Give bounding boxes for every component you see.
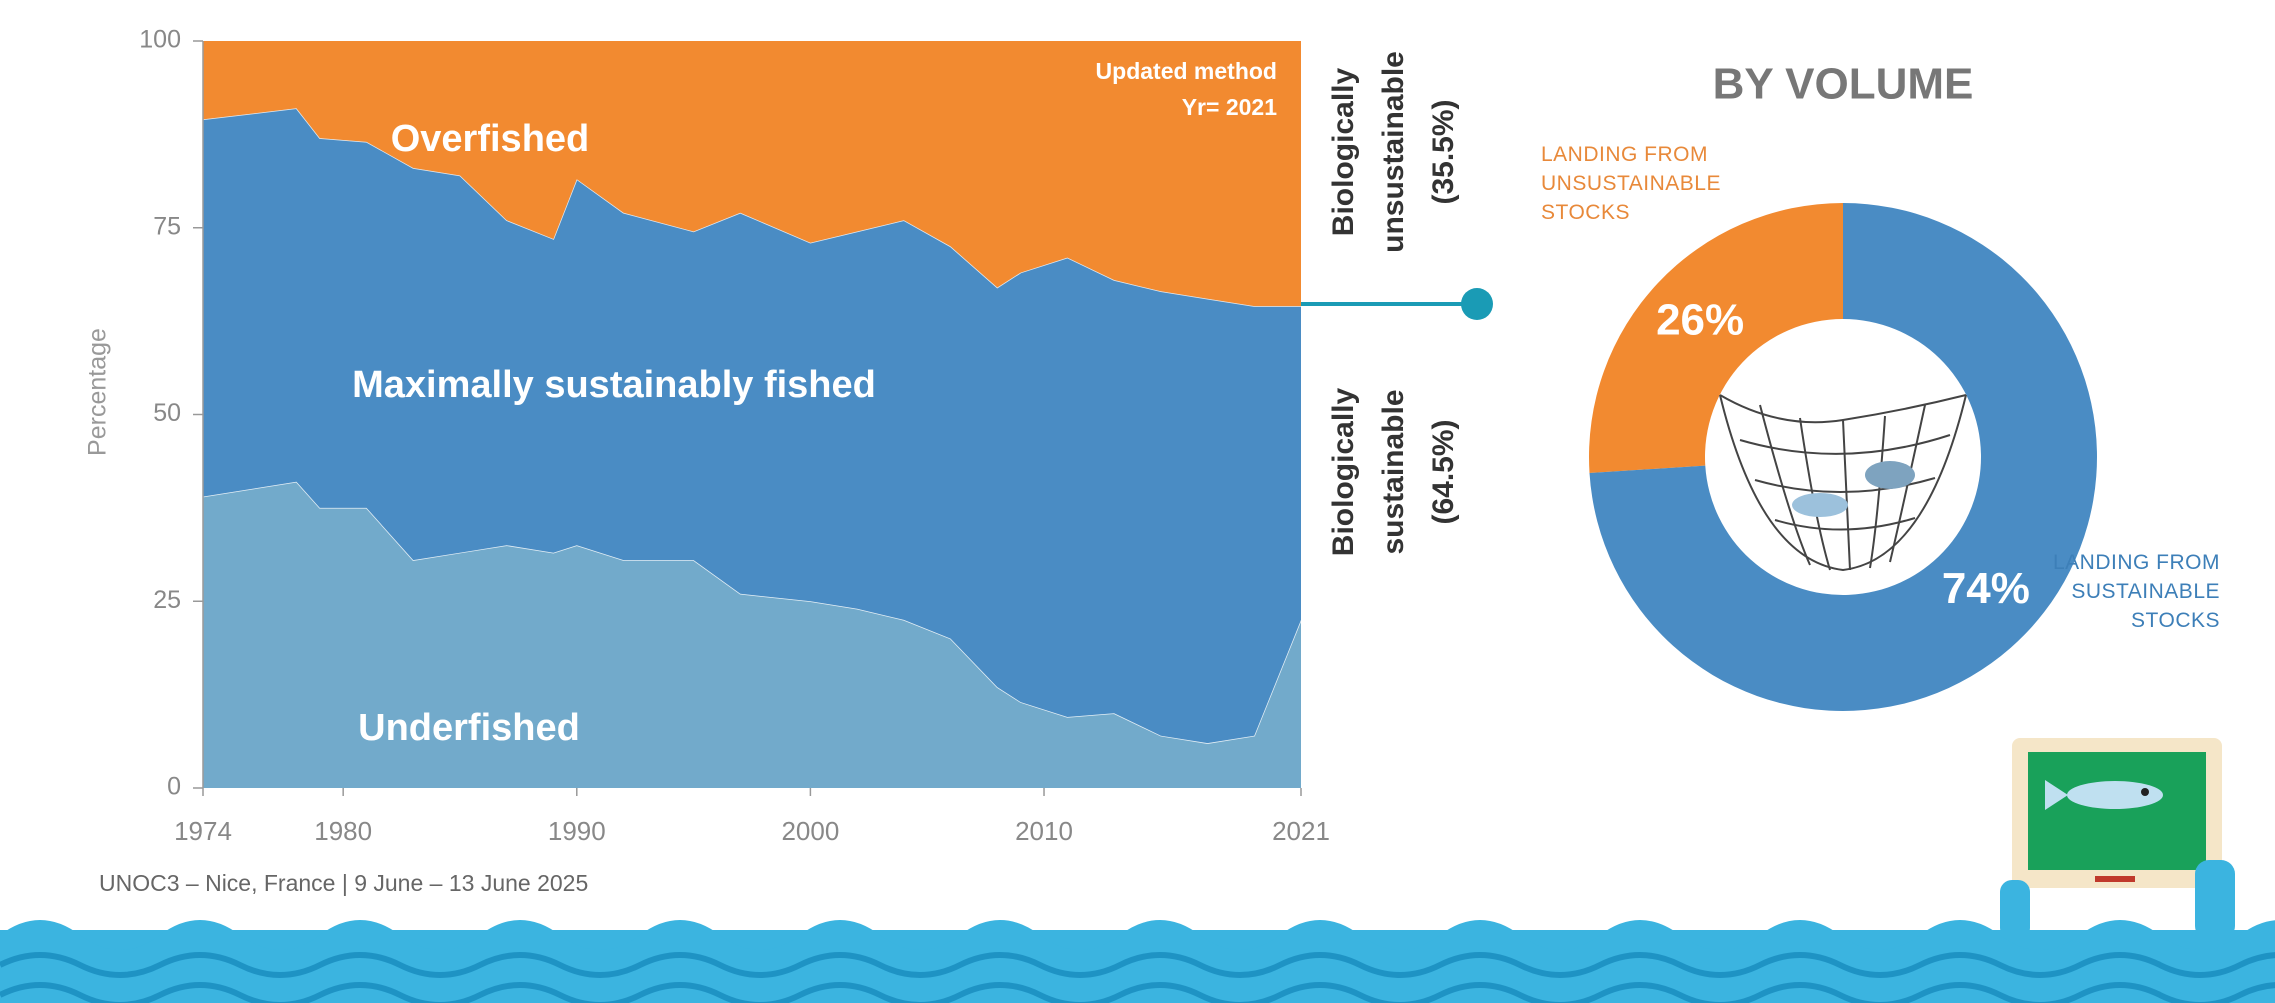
area-label: Overfished	[391, 118, 590, 160]
y-tick-label: 25	[153, 586, 181, 614]
label-line: sustainable	[1377, 389, 1410, 554]
donut-slice	[1589, 203, 2098, 712]
y-tick-label: 50	[153, 399, 181, 427]
label-line: (64.5%)	[1427, 419, 1460, 524]
area	[203, 481, 1301, 788]
donut-chart: 26% 74%	[1589, 203, 2098, 712]
net-icon	[1719, 394, 1967, 572]
annotation: Yr= 2021	[1182, 94, 1277, 120]
value-label: 26%	[1656, 295, 1744, 344]
unsustainable-label: Biologically unsustainable (35.5%)	[1327, 51, 1460, 253]
computer-icon	[2000, 738, 2235, 940]
label-line: unsustainable	[1377, 51, 1410, 253]
x-tick-label: 2000	[781, 816, 839, 846]
x-tick-label: 1974	[174, 816, 232, 846]
value-label: 74%	[1942, 564, 2030, 613]
x-tick-label: 2010	[1015, 816, 1073, 846]
waves	[0, 920, 2275, 1003]
donut-slice	[1589, 203, 1843, 473]
sustainable-label: Biologically sustainable (64.5%)	[1327, 388, 1460, 557]
area	[203, 108, 1301, 744]
area-label: Underfished	[358, 707, 580, 749]
y-tick-label: 0	[167, 773, 181, 801]
area-label: Maximally sustainably fished	[352, 364, 876, 406]
y-tick-label: 75	[153, 212, 181, 240]
y-tick-label: 100	[139, 26, 181, 54]
x-tick-label: 1990	[548, 816, 606, 846]
area	[203, 41, 1301, 307]
footer: UNOC3 – Nice, France | 9 June – 13 June …	[99, 870, 588, 896]
legend-label: LANDING FROM SUSTAINABLE STOCKS	[2052, 551, 2220, 632]
label-line: Biologically	[1327, 388, 1360, 557]
donut-title: BY VOLUME	[1713, 60, 1974, 109]
label-line: (35.5%)	[1427, 99, 1460, 204]
y-axis-label: Percentage	[84, 328, 112, 456]
x-tick-label: 1980	[314, 816, 372, 846]
area-chart: Underfished Maximally sustainably fished O…	[84, 26, 1330, 846]
label-line: Biologically	[1327, 68, 1360, 237]
connector-dot	[1461, 288, 1493, 320]
annotation: Updated method	[1096, 58, 1277, 84]
legend-label: LANDING FROM UNSUSTAINABLE STOCKS	[1541, 143, 1721, 224]
x-tick-label: 2021	[1272, 816, 1330, 846]
